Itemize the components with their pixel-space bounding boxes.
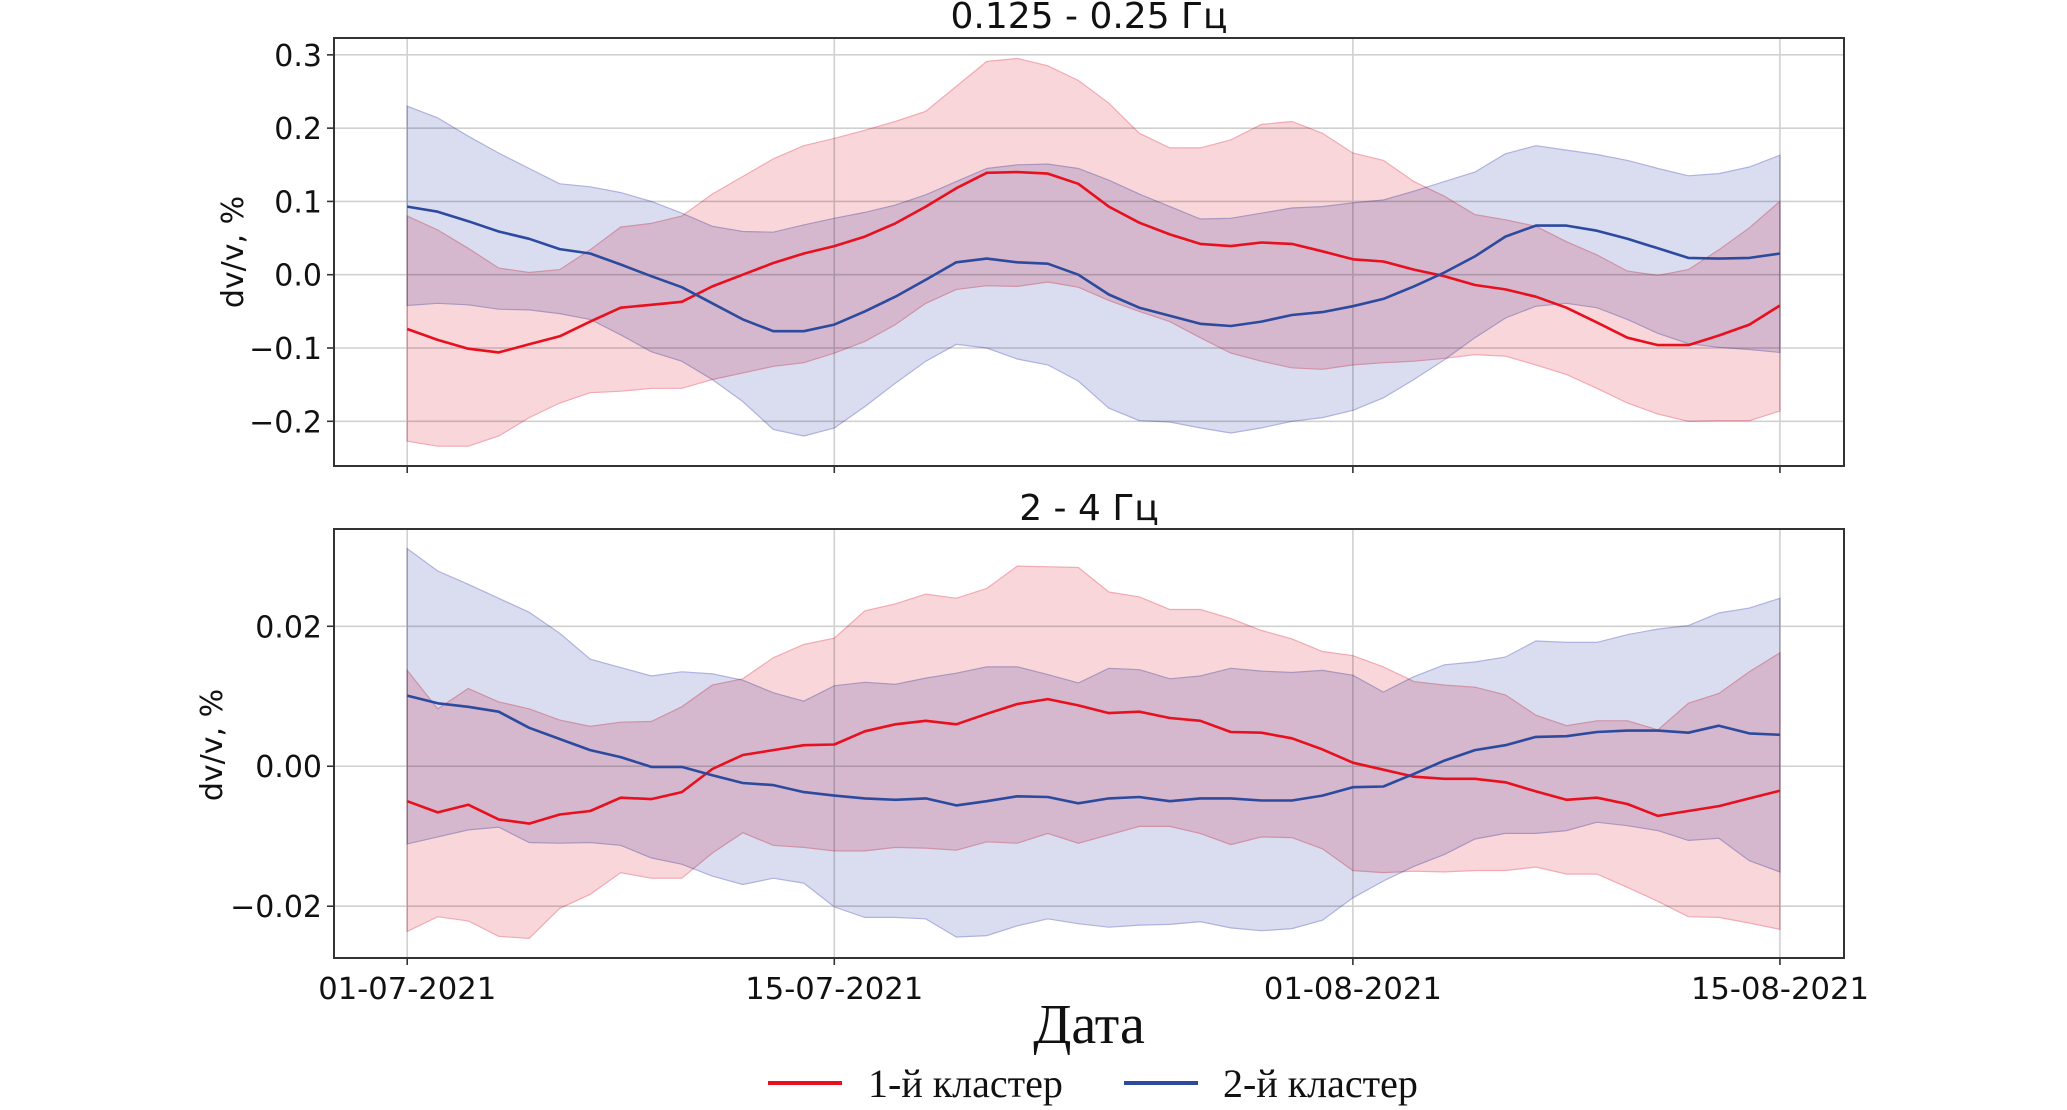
mean-line-cluster-1 [406, 697, 1781, 825]
panel-high-frequency: 2 - 4 Гц dv/v, % 0.02 0.00 −0.02 01-07-202… [195, 488, 1869, 1007]
y-tick-label: 0.02 [255, 610, 322, 645]
x-ticks [406, 466, 1781, 473]
confidence-band-cluster-2 [406, 547, 1781, 938]
legend-label-cluster-1: 1-й кластер [868, 1061, 1063, 1106]
panel-low-frequency: 0.125 - 0.25 Гц dv/v, % 0.3 0.2 0.1 0.0 −0.1… [216, 0, 1845, 473]
y-tick-label: 0.1 [274, 185, 322, 220]
y-tick-label: −0.1 [249, 332, 322, 367]
mean-lines [406, 694, 1781, 825]
y-ticks: 0.3 0.2 0.1 0.0 −0.1 −0.2 [249, 39, 334, 440]
x-tick-label: 15-08-2021 [1691, 972, 1869, 1007]
panel-title: 2 - 4 Гц [1019, 488, 1159, 529]
x-axis-label: Дата [1033, 994, 1145, 1056]
confidence-band-cluster-2 [406, 105, 1781, 437]
confidence-bands [406, 57, 1781, 447]
x-ticks: 01-07-2021 15-07-2021 01-08-2021 15-08-2021 [318, 958, 1869, 1007]
legend-entry-cluster-2[interactable]: 2-й кластер [1124, 1061, 1418, 1106]
axes-frame [333, 528, 1845, 959]
y-axis-label: dv/v, % [216, 196, 251, 308]
mean-line-cluster-2 [406, 205, 1781, 333]
confidence-bands [406, 547, 1781, 940]
y-axis-label: dv/v, % [195, 689, 230, 801]
y-tick-label: 0.0 [274, 259, 322, 294]
x-tick-label: 01-08-2021 [1264, 972, 1442, 1007]
y-ticks: 0.02 0.00 −0.02 [230, 610, 334, 925]
legend-entry-cluster-1[interactable]: 1-й кластер [768, 1061, 1063, 1106]
y-tick-label: 0.2 [274, 112, 322, 147]
y-tick-label: −0.2 [249, 405, 322, 440]
y-tick-label: 0.00 [255, 750, 322, 785]
mean-line-cluster-1 [406, 170, 1781, 354]
y-tick-label: 0.3 [274, 39, 322, 74]
y-tick-label: −0.02 [230, 890, 322, 925]
mean-line-cluster-2 [406, 694, 1780, 807]
x-tick-label: 15-07-2021 [745, 972, 923, 1007]
legend-label-cluster-2: 2-й кластер [1223, 1061, 1418, 1106]
axes-frame [333, 37, 1845, 467]
x-tick-label: 01-07-2021 [318, 972, 496, 1007]
panel-title: 0.125 - 0.25 Гц [951, 0, 1228, 37]
legend: 1-й кластер 2-й кластер [768, 1061, 1418, 1106]
mean-lines [406, 170, 1781, 354]
